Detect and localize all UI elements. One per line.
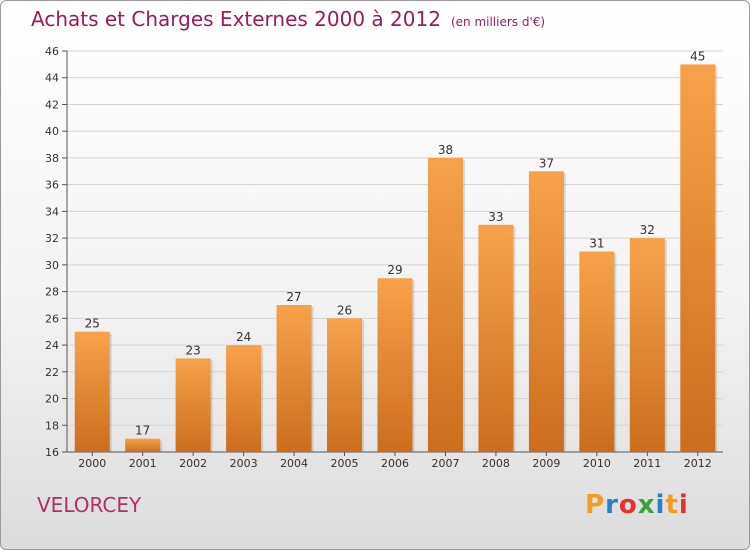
logo-letter: P [585, 490, 606, 520]
bar [579, 251, 615, 452]
bar [377, 278, 413, 452]
chart-title: Achats et Charges Externes 2000 à 2012 (e… [31, 7, 545, 31]
y-tick-label: 46 [45, 45, 59, 58]
data-label: 38 [438, 143, 453, 157]
x-tick-label: 2010 [583, 457, 611, 470]
y-tick-label: 18 [45, 419, 59, 432]
x-tick-label: 2001 [129, 457, 157, 470]
x-tick-label: 2008 [482, 457, 510, 470]
bar [327, 318, 363, 452]
bar [680, 64, 716, 452]
x-tick-label: 2006 [381, 457, 409, 470]
y-tick-label: 22 [45, 366, 59, 379]
data-label: 24 [236, 330, 251, 344]
data-label: 31 [589, 237, 604, 251]
bar [276, 304, 312, 452]
data-label: 33 [488, 210, 503, 224]
chart-title-text: Achats et Charges Externes 2000 à 2012 [31, 7, 441, 31]
data-label: 23 [186, 343, 201, 357]
y-tick-label: 44 [45, 72, 59, 85]
data-label: 37 [539, 156, 554, 170]
y-tick-label: 34 [45, 205, 59, 218]
data-label: 26 [337, 303, 352, 317]
data-label: 45 [690, 49, 705, 63]
y-tick-label: 40 [45, 125, 59, 138]
logo-letter: o [618, 490, 638, 520]
x-tick-label: 2011 [633, 457, 661, 470]
town-name: VELORCEY [37, 493, 142, 517]
x-tick-label: 2009 [532, 457, 560, 470]
x-tick-label: 2007 [431, 457, 459, 470]
x-tick-label: 2004 [280, 457, 308, 470]
x-tick-label: 2003 [230, 457, 258, 470]
y-tick-label: 38 [45, 152, 59, 165]
y-tick-label: 42 [45, 98, 59, 111]
data-label: 29 [387, 263, 402, 277]
logo-letter: i [678, 490, 689, 520]
y-tick-label: 36 [45, 179, 59, 192]
data-label: 27 [286, 290, 301, 304]
bar [528, 171, 564, 453]
bar [125, 438, 161, 452]
y-tick-label: 28 [45, 286, 59, 299]
bar [175, 358, 211, 452]
bar [427, 157, 463, 452]
proxiti-logo[interactable]: Proxiti [585, 490, 689, 520]
x-tick-label: 2002 [179, 457, 207, 470]
x-tick-label: 2005 [331, 457, 359, 470]
y-tick-label: 24 [45, 339, 59, 352]
bar [226, 345, 262, 452]
y-tick-label: 30 [45, 259, 59, 272]
logo-letter: t [665, 490, 679, 520]
logo-letter: r [605, 490, 619, 520]
bar [74, 331, 110, 452]
bar [478, 224, 514, 452]
x-tick-label: 2012 [684, 457, 712, 470]
chart-unit-text: (en milliers d'€) [450, 15, 546, 29]
bars [74, 64, 718, 453]
y-tick-label: 32 [45, 232, 59, 245]
bar [629, 238, 665, 452]
data-label: 32 [640, 223, 655, 237]
logo-letter: x [637, 490, 656, 520]
logo-letter: i [655, 490, 666, 520]
y-tick-label: 20 [45, 393, 59, 406]
y-tick-label: 26 [45, 312, 59, 325]
y-tick-label: 16 [45, 446, 59, 459]
labels: 16 18 20 22 24 26 28 30 32 34 36 38 40 42 44 46 25 2000 17… [45, 45, 712, 470]
data-label: 25 [85, 317, 100, 331]
data-label: 17 [135, 424, 150, 438]
x-tick-label: 2000 [78, 457, 106, 470]
